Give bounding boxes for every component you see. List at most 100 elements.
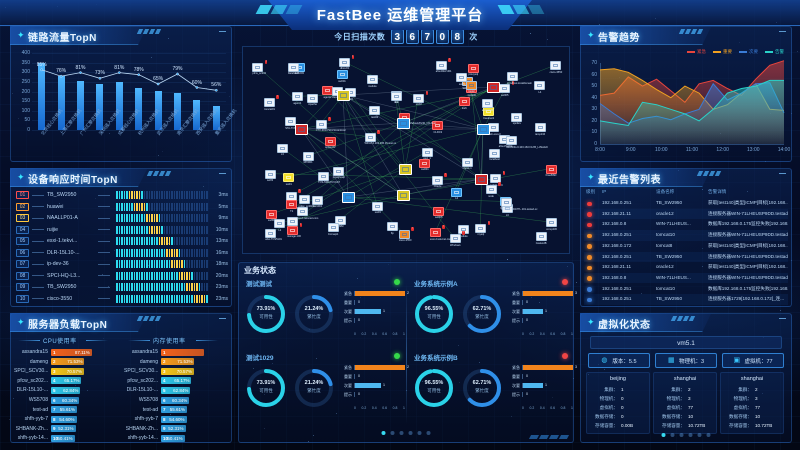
- topology-node[interactable]: sw001: [337, 70, 348, 83]
- topology-node[interactable]: postgresql: [333, 167, 345, 180]
- table-row[interactable]: 192.168.0.8 WIN-71LHEUS... 数据库192.168.0.…: [584, 219, 788, 230]
- virtualization-chip-1[interactable]: ▦ 物理机：3: [655, 353, 717, 368]
- load-row[interactable]: SHBANK-Zh... 9 52.31%: [14, 425, 116, 433]
- collapse-button[interactable]: [219, 318, 226, 319]
- page-dot[interactable]: [707, 433, 711, 437]
- page-dot[interactable]: [689, 433, 693, 437]
- topology-hub-node[interactable]: [295, 124, 308, 135]
- load-row[interactable]: test-ad 7 55.61%: [14, 406, 116, 414]
- virtualization-pagination[interactable]: [662, 433, 711, 437]
- topology-node[interactable]: spcdev: [511, 113, 522, 126]
- table-row[interactable]: 192.168.21.11 oracle12 获取[test140]类型[ICM…: [584, 262, 788, 273]
- topology-node[interactable]: RPW01: [303, 152, 314, 165]
- table-row[interactable]: 192.168.21.11 oracle12 连接服务器WIN-71LHEUSP…: [584, 209, 788, 220]
- topology-node[interactable]: WIN-5.88.DATTL.101-tested-xx: [501, 198, 537, 211]
- topology-node[interactable]: module: [367, 75, 378, 88]
- table-row[interactable]: 192.168.0.8 WIN-71LHEUS... 连接服务器WIN-71LH…: [584, 273, 788, 284]
- topology-node[interactable]: test02: [369, 106, 380, 119]
- page-dot[interactable]: [680, 433, 684, 437]
- topology-node[interactable]: router: [466, 81, 477, 94]
- device-row[interactable]: 06 DLR-15L10-... 16ms: [16, 248, 228, 259]
- topology-node[interactable]: proxysql: [468, 64, 479, 77]
- topology-node[interactable]: spcsrv02: [325, 137, 336, 150]
- virtualization-card[interactable]: shanghai 集群： 2 物理机： 3 虚拟机： 77 数据存储： 10 存…: [653, 372, 717, 434]
- topology-node[interactable]: ksrb: [459, 97, 470, 110]
- table-row[interactable]: 192.168.0.251 tomcat10 数据库192.168.0.175监…: [584, 284, 788, 295]
- table-row[interactable]: 192.168.0.172 tomcat8 获取[test140]类型[ICMP…: [584, 241, 788, 252]
- topology-node[interactable]: localhost.localdomain: [507, 72, 532, 85]
- page-dot[interactable]: [400, 431, 404, 435]
- topology-node[interactable]: esxi-cad3: [482, 99, 493, 112]
- collapse-button[interactable]: [219, 31, 226, 32]
- collapse-button[interactable]: [779, 173, 786, 174]
- load-row[interactable]: SPCI_SCV30... 3 70.57%: [124, 367, 226, 375]
- topology-node[interactable]: sw005: [433, 207, 444, 220]
- business-item[interactable]: 测试测试 73.91% 可用性 21.24% 繁忙度 紧急: [242, 276, 406, 348]
- topology-node[interactable]: ahw-TCS5101: [265, 229, 282, 242]
- load-row[interactable]: pfcw_sc202... 4 65.17%: [124, 377, 226, 385]
- page-dot[interactable]: [662, 433, 666, 437]
- topology-node[interactable]: sw001: [419, 159, 430, 172]
- topology-node[interactable]: ! pfcw_sc202: [252, 63, 266, 76]
- topology-node[interactable]: ! CTX-3013.SCV.local.local: [316, 120, 346, 133]
- collapse-button[interactable]: [779, 318, 786, 319]
- topology-canvas[interactable]: sw001 module ! sw005 L3 SW8861 esxi-1.te…: [242, 46, 570, 254]
- topology-node[interactable]: ftp: [387, 222, 398, 235]
- topology-node[interactable]: ramp134: [535, 123, 546, 136]
- page-dot[interactable]: [418, 431, 422, 435]
- topology-node[interactable]: ! tomcat01: [264, 98, 275, 111]
- topology-node[interactable]: Apache: [307, 94, 318, 107]
- table-row[interactable]: 192.168.0.251 TB_SW2950 连接服务器1729[192.16…: [584, 294, 788, 305]
- topology-node[interactable]: comp230: [546, 218, 557, 231]
- topology-node[interactable]: agent1: [292, 92, 303, 105]
- load-row[interactable]: SPCI_SCV30... 3 70.57%: [14, 367, 116, 375]
- collapse-button[interactable]: [779, 31, 786, 32]
- load-row[interactable]: dameng 2 71.53%: [124, 358, 226, 366]
- load-row[interactable]: dameng 2 71.53%: [14, 358, 116, 366]
- topology-node[interactable]: ! storage.100: [287, 226, 301, 239]
- topology-node[interactable]: ! mysql: [475, 224, 486, 237]
- load-row[interactable]: shfh-yyb-14... 10 50.41%: [124, 434, 226, 442]
- load-row[interactable]: shfh-yyb-7 8 54.60%: [124, 415, 226, 423]
- device-row[interactable]: 02 huawei 5ms: [16, 202, 228, 213]
- topology-node[interactable]: L4: [534, 81, 545, 94]
- device-row[interactable]: 08 SPCI-HQ-L3... 20ms: [16, 271, 228, 282]
- page-dot[interactable]: [427, 431, 431, 435]
- topology-node[interactable]: L3: [277, 144, 288, 157]
- topology-node[interactable]: web.esxi-3: [488, 123, 500, 136]
- load-row[interactable]: test-ad 7 55.61%: [124, 406, 226, 414]
- page-dot[interactable]: [698, 433, 702, 437]
- page-dot[interactable]: [671, 433, 675, 437]
- topology-node[interactable]: Cronapi1: [328, 223, 339, 236]
- load-row[interactable]: assandra15 1 87.11%: [14, 348, 116, 356]
- topology-node[interactable]: BEIJING.0.103.163 F1/05_L3Switch: [506, 136, 548, 149]
- topology-hub-node[interactable]: [342, 192, 355, 203]
- topology-node[interactable]: sw01: [283, 173, 294, 186]
- topology-node[interactable]: FreeBSD: [546, 165, 557, 178]
- page-dot[interactable]: [409, 431, 413, 435]
- topology-node[interactable]: ! ahw-DEV.d01: [436, 61, 452, 74]
- topology-hub-node[interactable]: [475, 174, 488, 185]
- load-row[interactable]: shfh-yyb-14... 10 50.41%: [14, 434, 116, 442]
- business-item[interactable]: 测试1029 73.91% 可用性 21.24% 繁忙度: [242, 350, 406, 422]
- load-row[interactable]: SHBANK-Zh... 9 52.31%: [124, 425, 226, 433]
- topology-hub-node[interactable]: [337, 90, 350, 101]
- device-row[interactable]: 04 ruijie 10ms: [16, 225, 228, 236]
- virtualization-chip-0[interactable]: ◍ 版本：5.5: [588, 353, 650, 368]
- topology-hub-node[interactable]: [397, 190, 410, 201]
- page-dot[interactable]: [391, 431, 395, 435]
- device-row[interactable]: 07 ip-dev-36 18ms: [16, 259, 228, 270]
- topology-node[interactable]: ! dbsrv01: [339, 58, 350, 71]
- table-row[interactable]: 192.168.0.251 TB_SW2950 获取[test140]类型[IC…: [584, 198, 788, 209]
- device-row[interactable]: 10 cisco-3550 23ms: [16, 294, 228, 305]
- device-row[interactable]: 01 TB_SW2950 3ms: [16, 190, 228, 201]
- topology-node[interactable]: DataSEO: [288, 63, 299, 76]
- topology-node[interactable]: ! sw02: [413, 94, 424, 107]
- table-row[interactable]: 192.168.0.251 TB_SW2950 连接服务器WIN-71LHEUS…: [584, 252, 788, 263]
- topology-node[interactable]: sw03: [372, 202, 383, 215]
- device-row[interactable]: 03 NAALLP01-A 9ms: [16, 213, 228, 224]
- business-item[interactable]: 业务系统示例B 96.55% 可用性 62.71% 繁忙度: [410, 350, 574, 422]
- topology-node[interactable]: t01: [391, 92, 402, 105]
- topology-node[interactable]: esxi-1.tekvnet.com: [297, 207, 319, 220]
- load-row[interactable]: WS5708 6 60.34%: [124, 396, 226, 404]
